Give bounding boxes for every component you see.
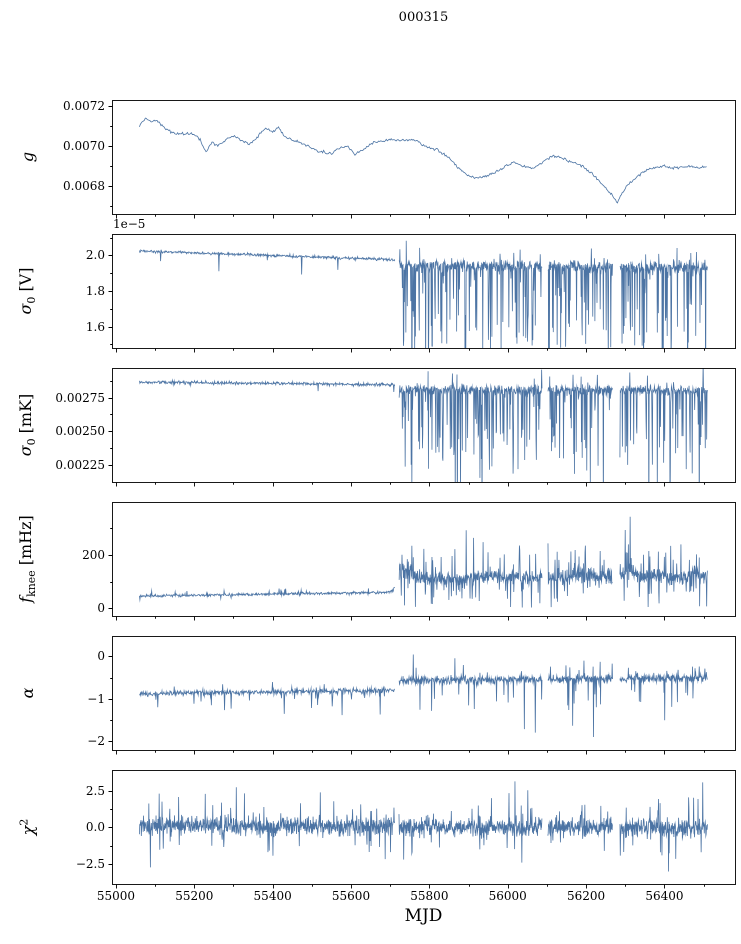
- y-axis-label: g: [18, 151, 37, 163]
- y-tick-label: −2.5: [75, 856, 105, 871]
- x-tick-label: 56000: [488, 889, 527, 903]
- x-tick-label: 55200: [175, 889, 214, 903]
- y-tick-label: 0.0072: [63, 99, 105, 113]
- y-axis-label: σ0 [V]: [15, 267, 39, 315]
- x-tick-label: 56400: [645, 889, 684, 903]
- y-axis-label: α: [18, 687, 37, 699]
- x-tick-label: 56200: [567, 889, 606, 903]
- y-tick-label: −1: [87, 691, 105, 706]
- x-tick-label: 55800: [410, 889, 449, 903]
- y-tick-label: 0.00250: [55, 424, 105, 439]
- y-tick-label: 0.0068: [63, 179, 105, 193]
- x-tick-label: 55600: [331, 889, 371, 903]
- y-tick-label: 200: [82, 547, 105, 562]
- x-tick-label: 55400: [253, 889, 292, 903]
- y-tick-label: 0: [97, 649, 105, 664]
- y-axis-label: fknee [mHz]: [15, 515, 39, 603]
- figure-title: 000315: [398, 10, 449, 25]
- y-tick-label: 1.6: [85, 319, 105, 334]
- y-tick-label: 0.0070: [63, 139, 105, 153]
- y-tick-label: 1.8: [85, 284, 105, 298]
- y-tick-label: 0: [97, 601, 105, 616]
- y-tick-label: 2.0: [85, 248, 105, 263]
- axis-offset-label: 1e−5: [113, 217, 146, 231]
- y-tick-label: 2.5: [85, 784, 105, 799]
- y-axis-label: σ0 [mK]: [15, 393, 39, 457]
- y-tick-label: 0.00225: [55, 457, 105, 472]
- y-axis-label: χ2: [17, 818, 38, 836]
- y-tick-label: 0.0: [85, 820, 105, 835]
- x-axis-label: MJD: [404, 906, 443, 926]
- x-tick-label: 55000: [96, 889, 135, 903]
- y-tick-label: −2: [87, 734, 105, 749]
- y-tick-label: 0.00275: [55, 390, 105, 405]
